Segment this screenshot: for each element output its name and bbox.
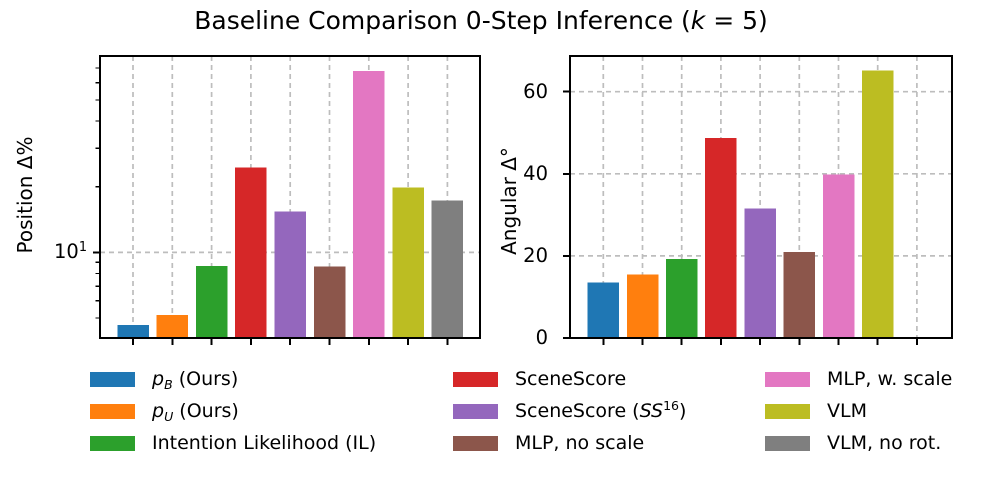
legend-item-6: MLP, no scale bbox=[453, 432, 644, 454]
legend-swatch bbox=[453, 371, 498, 387]
bar-right-4 bbox=[744, 208, 776, 338]
text-fragment: 16 bbox=[663, 398, 680, 414]
text-fragment: ) bbox=[679, 400, 687, 422]
text-fragment: = 5) bbox=[705, 6, 768, 35]
text-fragment: (Ours) bbox=[172, 368, 239, 390]
legend-label: VLM bbox=[827, 400, 867, 422]
bar-left-5 bbox=[313, 266, 346, 338]
legend-item-7: MLP, w. scale bbox=[765, 368, 952, 390]
bar-left-7 bbox=[392, 187, 424, 338]
left-y-axis-label: Position Δ% bbox=[13, 137, 37, 254]
text-fragment: MLP, w. scale bbox=[827, 368, 953, 390]
legend-label: VLM, no rot. bbox=[827, 432, 941, 454]
bar-left-2 bbox=[195, 266, 228, 338]
right-ytick-label-40: 40 bbox=[478, 162, 548, 186]
legend-item-3: Intention Likelihood (IL) bbox=[90, 432, 376, 454]
text-fragment: SS bbox=[639, 400, 664, 422]
legend-swatch bbox=[90, 403, 135, 419]
text-fragment: SceneScore bbox=[515, 368, 627, 390]
text-fragment: 1 bbox=[78, 240, 87, 256]
bar-left-6 bbox=[353, 70, 385, 339]
legend-swatch bbox=[765, 403, 810, 419]
bar-left-3 bbox=[235, 167, 267, 338]
legend-item-4: SceneScore bbox=[453, 368, 626, 390]
left-plot-ticks bbox=[93, 67, 449, 345]
legend-label: Intention Likelihood (IL) bbox=[152, 432, 376, 454]
text-fragment: Intention Likelihood (IL) bbox=[152, 432, 377, 454]
legend-swatch bbox=[765, 371, 810, 387]
right-ytick-label-0: 0 bbox=[478, 326, 548, 350]
text-fragment: Baseline Comparison 0-Step Inference ( bbox=[194, 6, 691, 35]
bar-right-0 bbox=[587, 282, 619, 338]
text-fragment: MLP, no scale bbox=[515, 432, 645, 454]
text-fragment: k bbox=[690, 6, 706, 35]
right-plot-bars bbox=[587, 70, 894, 339]
right-plot-ticks bbox=[563, 90, 918, 345]
bar-right-1 bbox=[626, 274, 659, 338]
legend-label: MLP, w. scale bbox=[827, 368, 952, 390]
bar-right-6 bbox=[822, 174, 855, 338]
legend-item-9: VLM, no rot. bbox=[765, 432, 941, 454]
legend-item-8: VLM bbox=[765, 400, 867, 422]
bar-left-1 bbox=[156, 315, 189, 338]
text-fragment: p bbox=[152, 400, 165, 422]
legend-swatch bbox=[765, 435, 810, 451]
bar-left-4 bbox=[274, 211, 306, 338]
text-fragment: 0 bbox=[535, 326, 548, 349]
text-fragment: VLM bbox=[827, 400, 867, 422]
legend-label: SceneScore bbox=[515, 368, 626, 390]
text-fragment: 20 bbox=[523, 243, 548, 267]
right-ytick-label-20: 20 bbox=[478, 244, 548, 268]
legend-swatch bbox=[453, 403, 498, 419]
bar-right-3 bbox=[705, 138, 737, 338]
legend-swatch bbox=[90, 371, 135, 387]
legend-swatch bbox=[90, 435, 135, 451]
bar-left-0 bbox=[117, 324, 149, 338]
text-fragment: Position Δ% bbox=[13, 136, 37, 254]
legend-item-2: pU (Ours) bbox=[90, 400, 239, 424]
legend-label: pB (Ours) bbox=[152, 368, 239, 392]
legend-label: MLP, no scale bbox=[515, 432, 644, 454]
text-fragment: 40 bbox=[523, 161, 548, 185]
legend-swatch bbox=[453, 435, 498, 451]
bar-right-2 bbox=[665, 258, 698, 338]
text-fragment: U bbox=[164, 408, 174, 424]
chart-title: Baseline Comparison 0-Step Inference (k … bbox=[0, 6, 962, 35]
legend-item-5: SceneScore (SS16) bbox=[453, 398, 687, 422]
text-fragment: (Ours) bbox=[173, 400, 239, 422]
text-fragment: SceneScore ( bbox=[515, 400, 640, 422]
legend-item-1: pB (Ours) bbox=[90, 368, 239, 392]
bar-right-5 bbox=[783, 251, 815, 338]
bar-left-8 bbox=[431, 200, 464, 338]
text-fragment: 60 bbox=[523, 79, 548, 103]
legend-label: pU (Ours) bbox=[152, 400, 239, 424]
text-fragment: VLM, no rot. bbox=[827, 432, 942, 454]
text-fragment: p bbox=[152, 368, 165, 390]
text-fragment: 10 bbox=[53, 240, 79, 264]
legend-label: SceneScore (SS16) bbox=[515, 398, 687, 422]
left-plot-bars bbox=[117, 70, 464, 339]
bar-right-7 bbox=[862, 70, 894, 339]
text-fragment: B bbox=[164, 376, 173, 392]
left-ytick-label-10¹: 101 bbox=[17, 240, 87, 264]
right-ytick-label-60: 60 bbox=[478, 80, 548, 104]
